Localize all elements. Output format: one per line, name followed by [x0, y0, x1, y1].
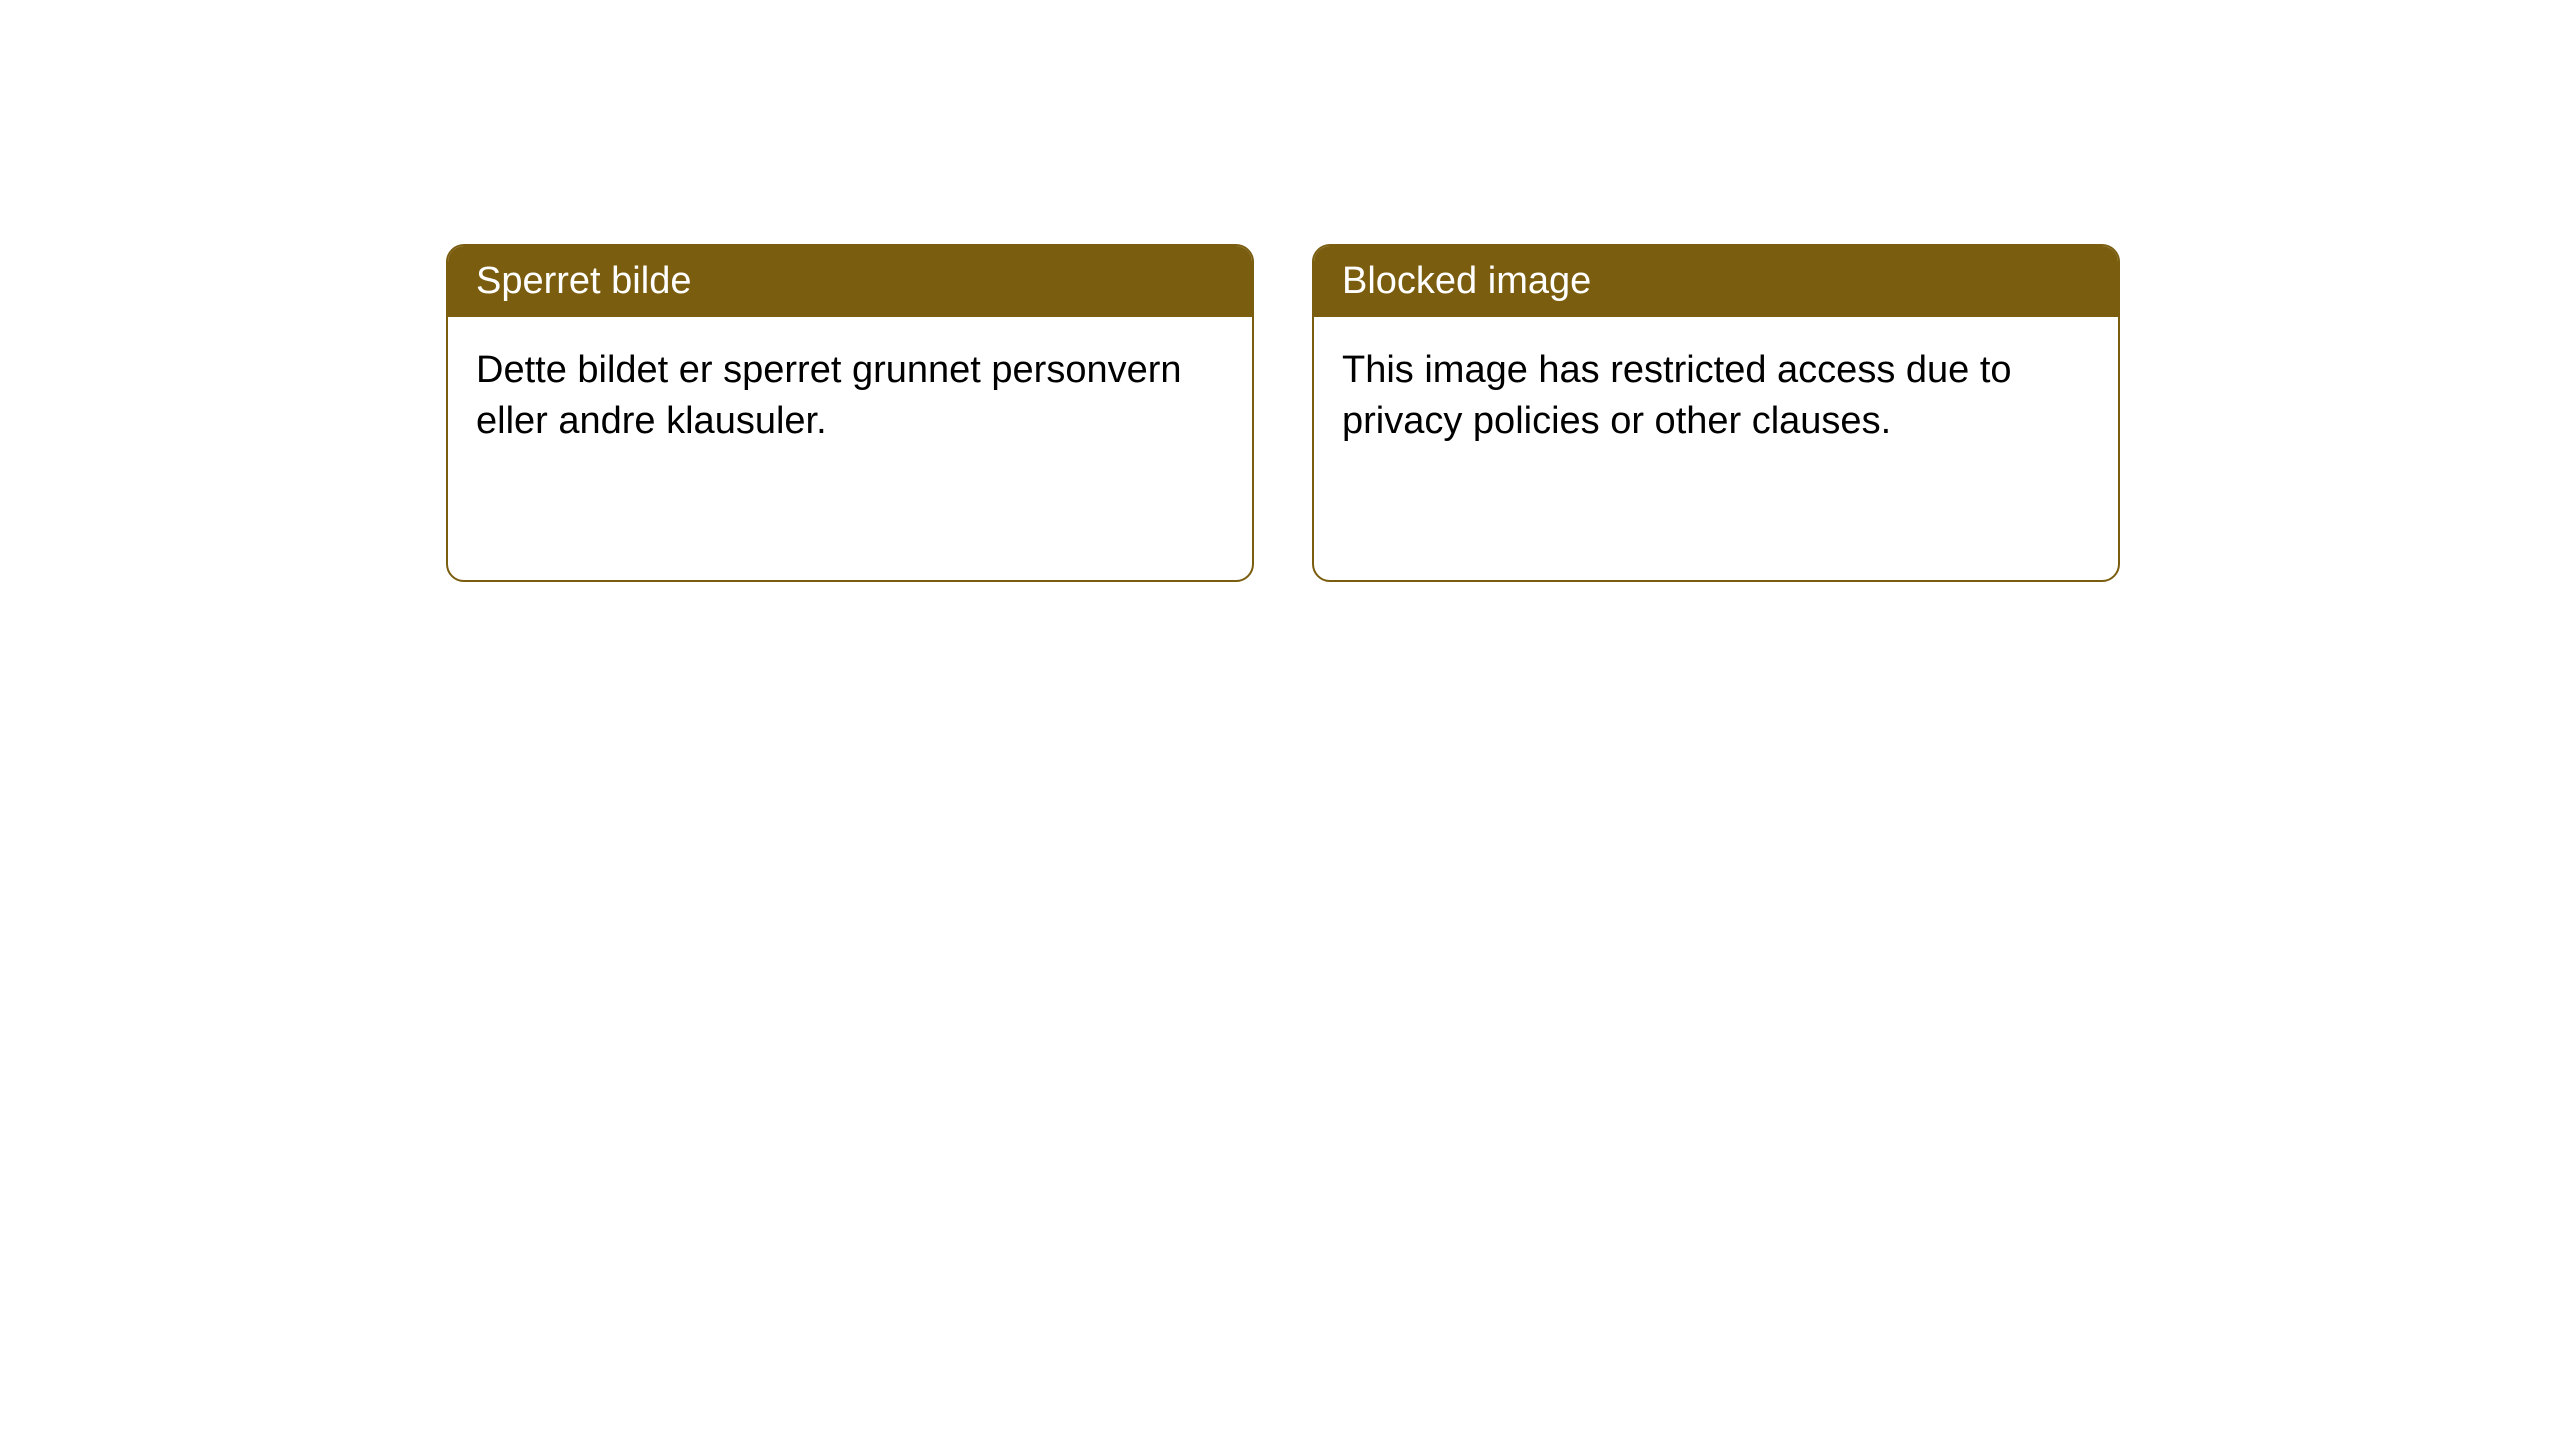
- notice-title: Sperret bilde: [448, 246, 1252, 317]
- notice-container: Sperret bilde Dette bildet er sperret gr…: [446, 244, 2120, 582]
- notice-card-norwegian: Sperret bilde Dette bildet er sperret gr…: [446, 244, 1254, 582]
- notice-body: Dette bildet er sperret grunnet personve…: [448, 317, 1252, 476]
- notice-title: Blocked image: [1314, 246, 2118, 317]
- notice-body: This image has restricted access due to …: [1314, 317, 2118, 476]
- notice-card-english: Blocked image This image has restricted …: [1312, 244, 2120, 582]
